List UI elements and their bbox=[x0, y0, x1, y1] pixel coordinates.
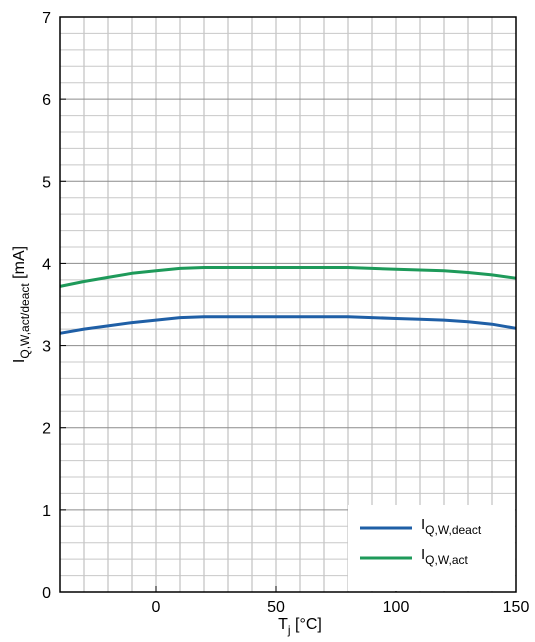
y-tick-label: 0 bbox=[42, 585, 51, 602]
legend-label-act-sub: Q,W,act bbox=[425, 553, 468, 567]
legend-label-act-main: I bbox=[421, 546, 425, 563]
legend: IQ,W,deact IQ,W,act bbox=[348, 505, 515, 591]
y-axis-label-sub: Q,W,act/deact bbox=[18, 283, 32, 359]
plot-frame bbox=[59, 16, 517, 593]
y-tick-label: 5 bbox=[42, 174, 51, 191]
x-tick-label: 150 bbox=[503, 599, 530, 616]
y-tick-label: 6 bbox=[42, 92, 51, 109]
y-tick-label: 1 bbox=[42, 503, 51, 520]
y-tick-label: 7 bbox=[42, 10, 51, 27]
x-tick-label: 100 bbox=[383, 599, 410, 616]
y-axis-label-unit: [mA] bbox=[11, 246, 28, 283]
x-axis-label-unit: [°C] bbox=[291, 616, 322, 633]
tick-labels: 0 50 100 150 0 1 2 3 4 5 6 7 bbox=[42, 10, 529, 616]
legend-box bbox=[348, 505, 515, 591]
y-axis-label: IQ,W,act/deact [mA] bbox=[11, 246, 32, 363]
x-axis-label: Tj [°C] bbox=[278, 616, 322, 637]
y-axis-label-main: I bbox=[11, 359, 28, 363]
series-line-deact bbox=[59, 315, 517, 335]
series-lines bbox=[59, 266, 517, 335]
y-tick-label: 3 bbox=[42, 339, 51, 356]
x-tick-label: 0 bbox=[152, 599, 161, 616]
x-tick-label: 50 bbox=[267, 599, 285, 616]
y-tick-label: 2 bbox=[42, 421, 51, 438]
legend-label-act: IQ,W,act bbox=[421, 546, 469, 567]
legend-label-deact: IQ,W,deact bbox=[421, 516, 482, 537]
legend-label-deact-sub: Q,W,deact bbox=[425, 523, 482, 537]
series-line-act bbox=[59, 266, 517, 288]
x-axis-label-main: T bbox=[278, 616, 288, 633]
y-tick-label: 4 bbox=[42, 256, 51, 273]
x-axis-label-sub: j bbox=[287, 623, 291, 637]
legend-label-deact-main: I bbox=[421, 516, 425, 533]
